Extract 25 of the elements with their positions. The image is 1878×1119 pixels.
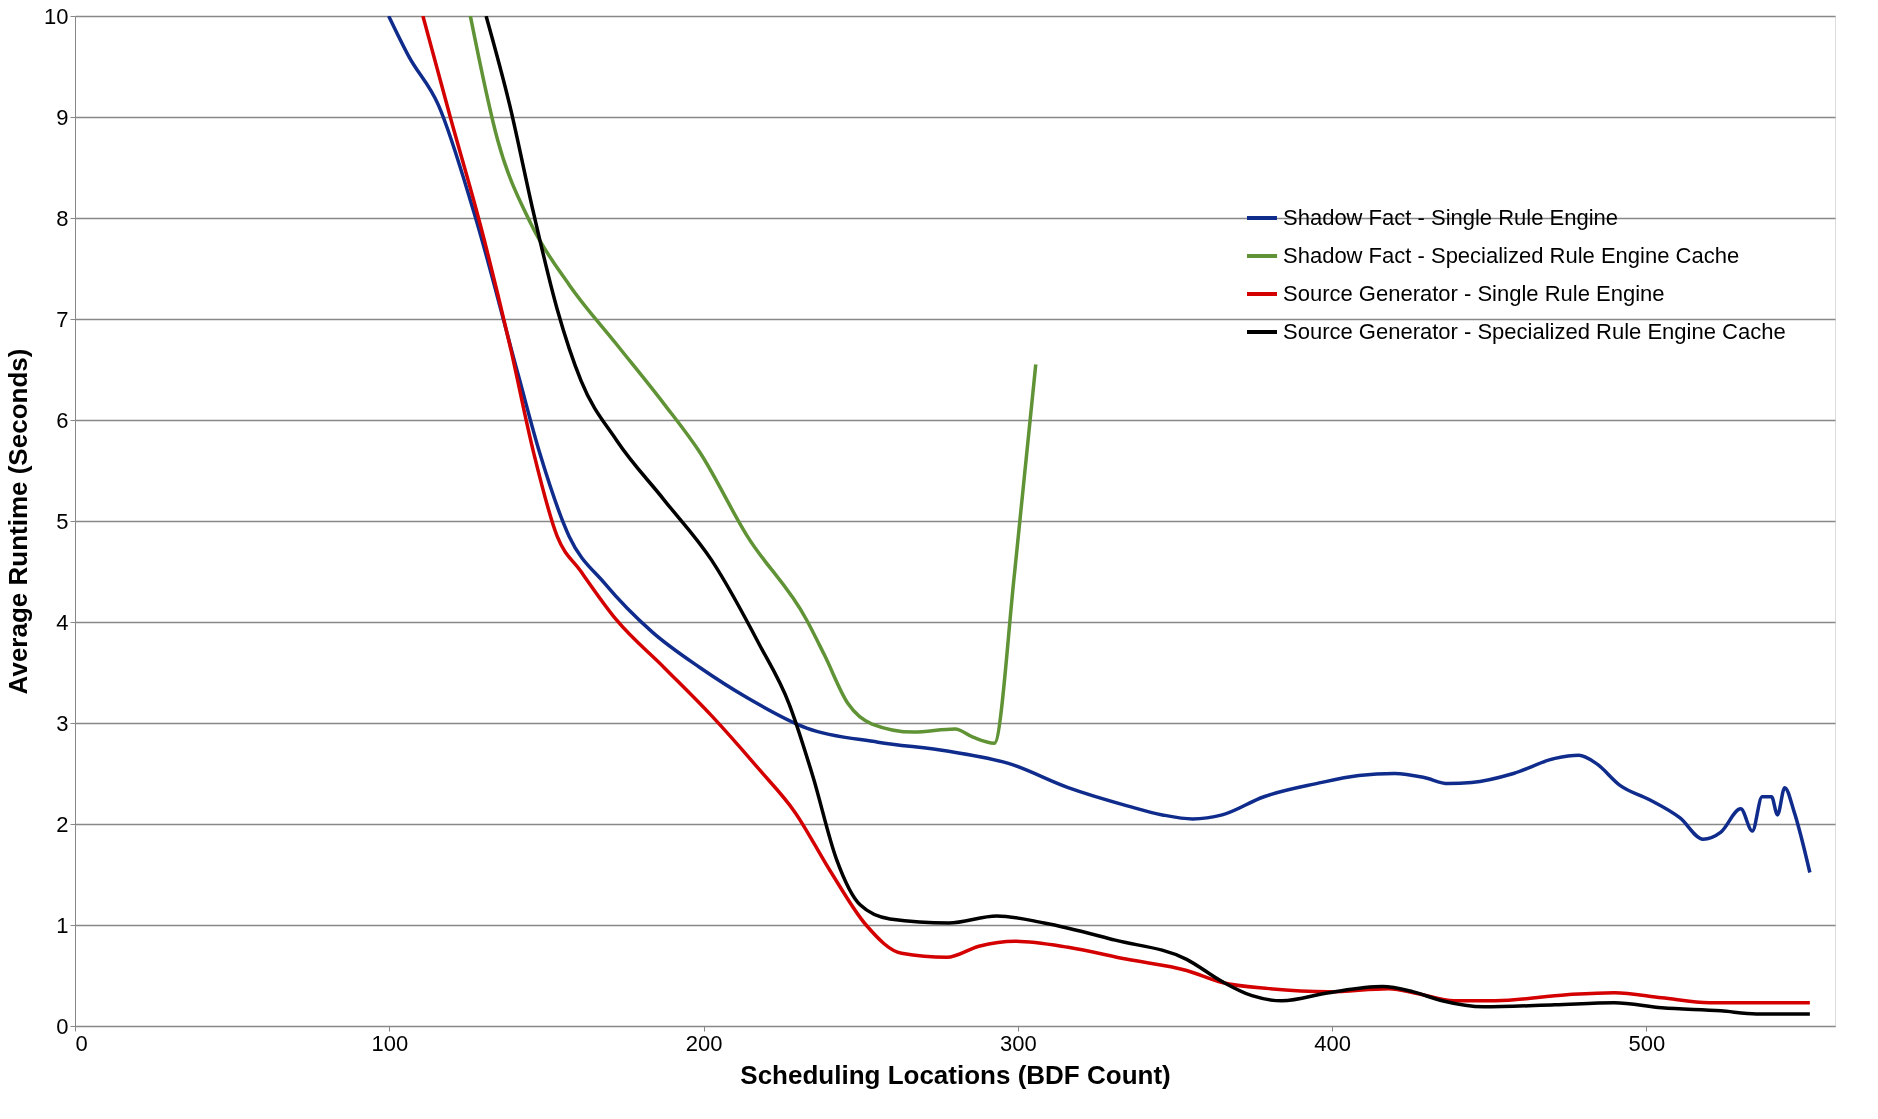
legend-label: Shadow Fact - Specialized Rule Engine Cache	[1283, 243, 1740, 268]
y-tick-label: 10	[44, 3, 69, 29]
y-tick-label: 6	[56, 407, 69, 433]
y-tick-label: 9	[56, 104, 69, 130]
legend-label: Source Generator - Single Rule Engine	[1283, 281, 1665, 306]
y-tick-label: 8	[56, 205, 69, 231]
legend-label: Shadow Fact - Single Rule Engine	[1283, 205, 1619, 230]
x-axis-title: Scheduling Locations (BDF Count)	[740, 1059, 1171, 1090]
x-tick-label: 0	[75, 1030, 88, 1056]
line-series	[386, 16, 1812, 875]
y-tick-label: 4	[56, 609, 69, 635]
legend-label: Source Generator - Specialized Rule Engine Cache	[1283, 319, 1786, 344]
x-tick-label: 100	[371, 1030, 409, 1056]
x-tick-label: 400	[1314, 1030, 1351, 1056]
y-tick-label: 7	[56, 306, 69, 332]
y-tick-label: 2	[56, 811, 69, 837]
y-tick-label: 0	[56, 1013, 69, 1039]
x-tick-label: 200	[685, 1030, 723, 1056]
line-series	[468, 16, 1038, 745]
y-tick-label: 5	[56, 508, 69, 534]
y-axis-title: Average Runtime (Seconds)	[3, 348, 34, 695]
x-tick-label: 500	[1628, 1030, 1666, 1056]
y-tick-label: 3	[56, 710, 69, 736]
y-tick-label: 1	[56, 912, 69, 938]
x-tick-label: 300	[1000, 1030, 1037, 1056]
